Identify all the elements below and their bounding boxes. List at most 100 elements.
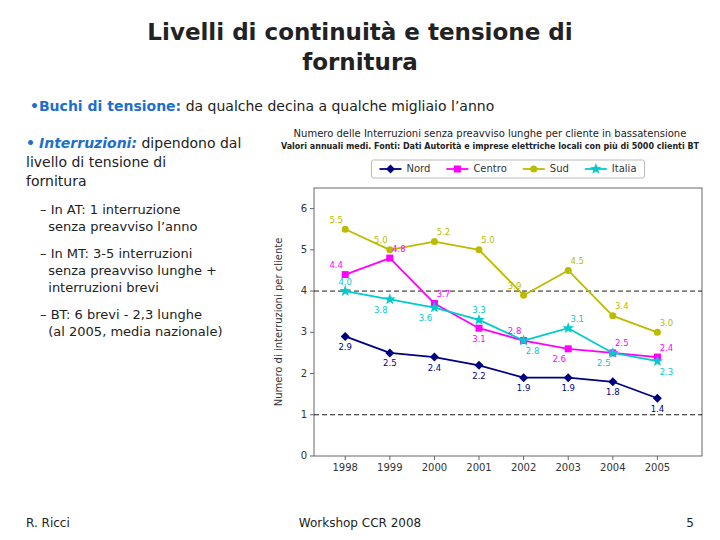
data-label: 4.0: [338, 277, 352, 287]
legend-label: Sud: [550, 163, 569, 174]
slide-title: Livelli di continuità e tensione di: [0, 18, 720, 46]
data-point: [607, 347, 618, 358]
data-point: [386, 255, 393, 262]
y-tick: [310, 249, 314, 250]
y-tick-label: 0: [301, 450, 307, 461]
data-label: 2.9: [338, 342, 352, 352]
y-tick-label: 1: [301, 409, 307, 420]
legend-label: Centro: [473, 163, 506, 174]
series-line: [345, 336, 657, 398]
reference-line: [314, 291, 702, 292]
data-label: 1.9: [517, 383, 531, 393]
left-column: •Interruzioni: dipendono dal livello di …: [26, 134, 262, 340]
series-line: [345, 291, 657, 361]
data-point: [654, 329, 661, 336]
y-tick: [310, 456, 314, 457]
data-point: [609, 312, 616, 319]
series-line: [345, 229, 657, 332]
data-point: [565, 345, 572, 352]
chart-subtitle: Valori annuali medi. Fonti: Dati Autorit…: [268, 142, 712, 152]
y-tick-label: 5: [301, 244, 307, 255]
legend-item: Nord: [379, 163, 430, 174]
data-point: [608, 377, 617, 386]
x-tick: [479, 456, 480, 460]
x-tick-label: 1999: [377, 462, 402, 473]
legend-item: Sud: [523, 163, 569, 174]
y-tick: [310, 208, 314, 209]
data-point: [520, 292, 527, 299]
data-label: 4.8: [392, 244, 406, 254]
data-point: [519, 373, 528, 382]
legend-marker: [530, 166, 537, 173]
data-point: [430, 353, 439, 362]
data-label: 1.9: [561, 383, 575, 393]
chart-container: Numero delle Interruzioni senza preavvis…: [268, 128, 712, 478]
data-point: [518, 335, 529, 346]
y-tick: [310, 291, 314, 292]
x-tick: [612, 456, 613, 460]
y-tick: [310, 414, 314, 415]
data-label: 3.6: [419, 313, 433, 323]
x-tick: [434, 456, 435, 460]
data-label: 5.0: [481, 235, 495, 245]
plot-frame: [314, 188, 702, 456]
sub-bullet: – BT: 6 brevi - 2,3 lunghe (al 2005, med…: [40, 306, 262, 340]
chart-title: Numero delle Interruzioni senza preavvis…: [268, 128, 712, 140]
data-label: 5.0: [374, 235, 388, 245]
x-tick-label: 1998: [332, 462, 357, 473]
data-label: 3.3: [472, 305, 486, 315]
data-point: [429, 302, 440, 313]
data-label: 3.1: [472, 334, 486, 344]
data-label: 2.2: [472, 371, 486, 381]
x-tick: [345, 456, 346, 460]
x-tick: [389, 456, 390, 460]
data-point: [476, 246, 483, 253]
x-tick-label: 2000: [422, 462, 447, 473]
y-tick-label: 3: [301, 326, 307, 337]
data-label: 3.1: [570, 314, 584, 324]
data-label: 2.5: [615, 338, 629, 348]
legend-item: Centro: [446, 163, 506, 174]
legend-label: Italia: [612, 163, 637, 174]
plot-area: [314, 226, 702, 415]
data-label: 4.4: [329, 260, 343, 270]
bullet-symbol: •: [30, 98, 39, 114]
data-label: 3.8: [374, 305, 388, 315]
data-label: 2.4: [660, 343, 674, 353]
data-point: [342, 226, 349, 233]
data-label: 5.2: [437, 227, 451, 237]
legend-marker: [386, 165, 395, 174]
y-tick: [310, 373, 314, 374]
data-label: 2.3: [660, 367, 674, 377]
y-tick: [310, 332, 314, 333]
y-tick-label: 6: [301, 203, 307, 214]
footer: Workshop CCR 2008: [0, 516, 720, 530]
legend-marker: [590, 163, 601, 174]
data-point: [341, 332, 350, 341]
data-point: [340, 285, 351, 296]
reference-line: [314, 414, 702, 415]
data-point: [473, 314, 484, 325]
legend-item: Italia: [585, 163, 637, 174]
data-point: [653, 394, 662, 403]
data-label: 3.4: [615, 301, 629, 311]
data-point: [564, 373, 573, 382]
data-label: 2.8: [526, 346, 540, 356]
footer: R. Ricci: [26, 516, 70, 530]
data-label: 2.5: [383, 358, 397, 368]
data-point: [385, 348, 394, 357]
x-tick-label: 2004: [600, 462, 625, 473]
data-label: 4.5: [570, 256, 584, 266]
legend-box: [371, 160, 644, 178]
data-point: [563, 322, 574, 333]
sub-bullet: – In MT: 3-5 interruzioni senza preavvis…: [40, 245, 262, 296]
data-point: [384, 293, 395, 304]
data-point: [476, 325, 483, 332]
sub-bullet: – In AT: 1 interruzione senza preavviso …: [40, 201, 262, 235]
data-label: 2.5: [597, 358, 611, 368]
x-tick-label: 2002: [511, 462, 536, 473]
data-label: 2.6: [552, 354, 566, 364]
x-tick-label: 2003: [555, 462, 580, 473]
footer: 5: [686, 516, 694, 530]
data-label: 1.8: [606, 387, 620, 397]
